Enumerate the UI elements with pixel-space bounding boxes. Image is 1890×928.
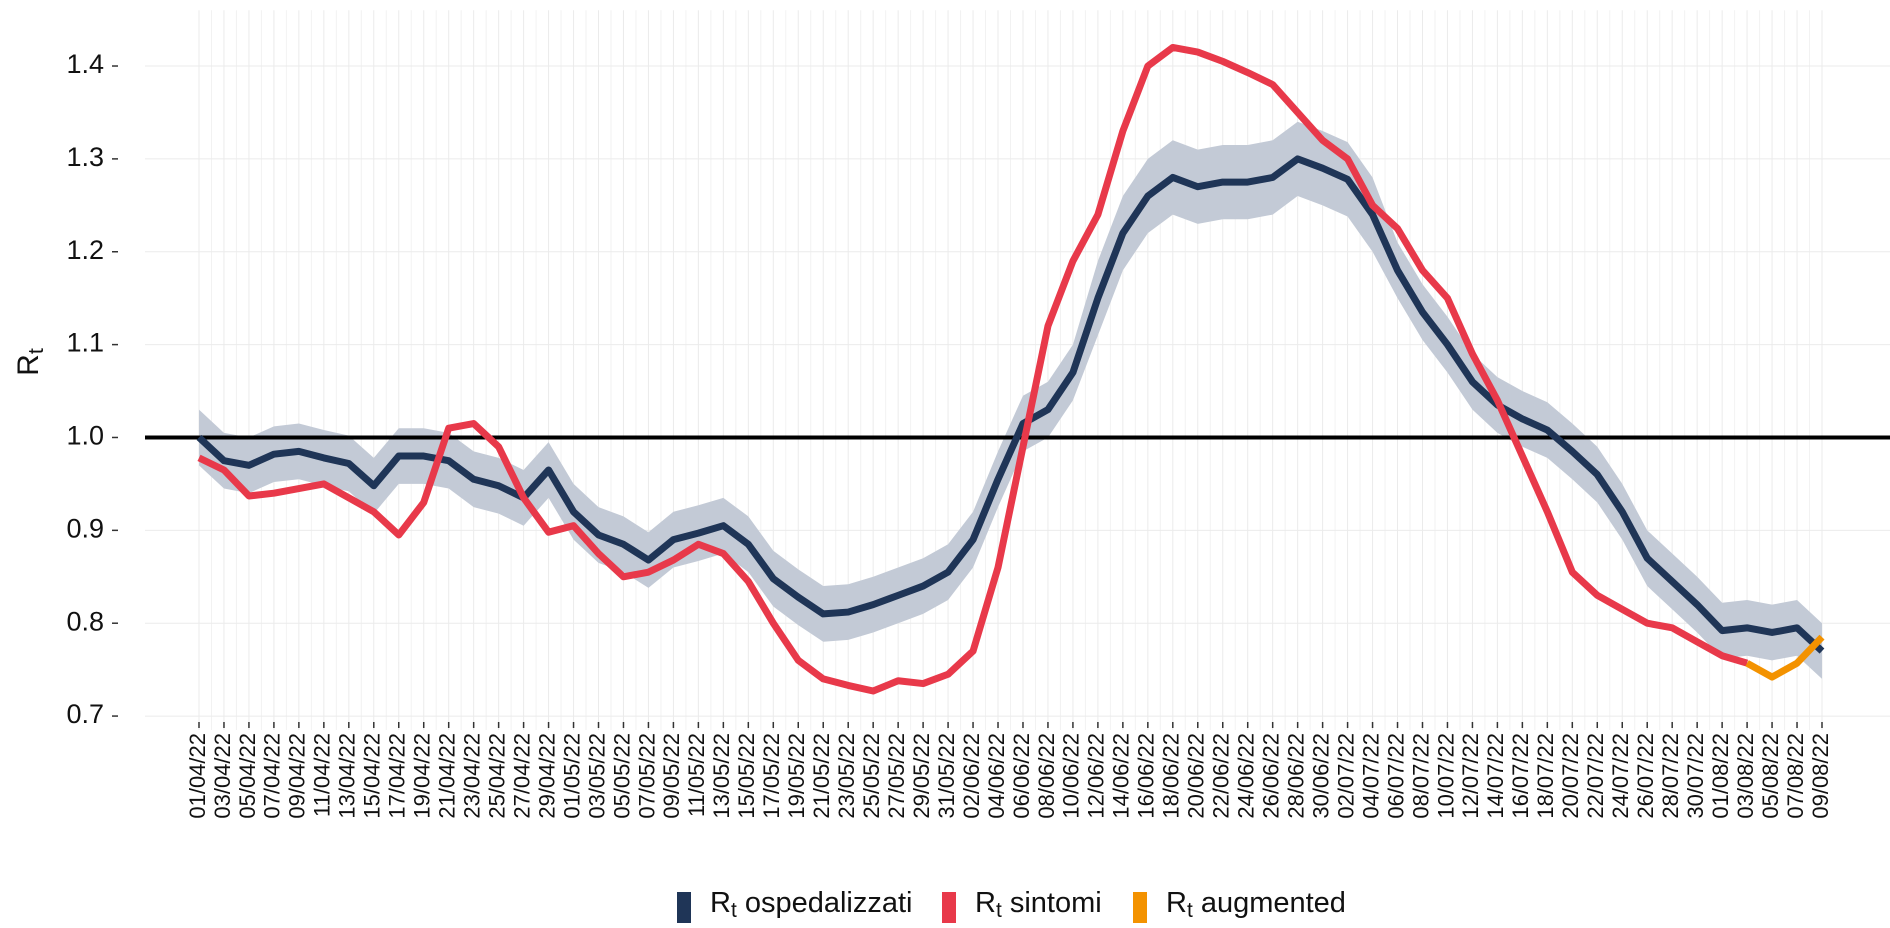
x-tick-label: 19/05/22 bbox=[784, 733, 809, 819]
x-tick-label: 09/04/22 bbox=[285, 733, 310, 819]
x-tick-label: 06/06/22 bbox=[1009, 733, 1034, 819]
x-tick-label: 10/07/22 bbox=[1433, 733, 1458, 819]
x-tick-label: 23/04/22 bbox=[459, 733, 484, 819]
y-tick-label: 0.8 bbox=[66, 606, 104, 636]
x-tick-label: 03/05/22 bbox=[584, 733, 609, 819]
x-tick-label: 11/05/22 bbox=[684, 733, 709, 817]
y-tick-label: 1.2 bbox=[66, 235, 104, 265]
y-tick-label: 1.3 bbox=[66, 142, 104, 172]
x-tick-label: 19/04/22 bbox=[410, 733, 435, 819]
x-tick-label: 14/07/22 bbox=[1483, 733, 1508, 819]
x-tick-label: 29/05/22 bbox=[909, 733, 934, 819]
x-tick-label: 16/07/22 bbox=[1508, 733, 1533, 819]
x-tick-label: 18/07/22 bbox=[1533, 733, 1558, 819]
y-tick-label: 1.4 bbox=[66, 49, 104, 79]
x-tick-label: 13/04/22 bbox=[335, 733, 360, 819]
series-line bbox=[1745, 634, 1825, 681]
x-tick-label: 21/04/22 bbox=[435, 733, 460, 819]
x-tick-label: 27/04/22 bbox=[509, 733, 534, 819]
x-tick-label: 31/05/22 bbox=[934, 733, 959, 819]
x-tick-label: 11/04/22 bbox=[310, 733, 335, 817]
x-tick-label: 03/08/22 bbox=[1733, 733, 1758, 819]
x-tick-label: 08/07/22 bbox=[1408, 733, 1433, 819]
x-tick-label: 22/07/22 bbox=[1583, 733, 1608, 819]
x-tick-label: 07/05/22 bbox=[634, 733, 659, 819]
x-tick-label: 07/04/22 bbox=[260, 733, 285, 819]
x-tick-label: 29/04/22 bbox=[534, 733, 559, 819]
x-tick-label: 02/07/22 bbox=[1333, 733, 1358, 819]
x-tick-label: 04/06/22 bbox=[984, 733, 1009, 819]
x-tick-label: 09/05/22 bbox=[659, 733, 684, 819]
x-tick-label: 28/07/22 bbox=[1658, 733, 1683, 819]
x-tick-label: 25/04/22 bbox=[484, 733, 509, 819]
x-tick-label: 28/06/22 bbox=[1283, 733, 1308, 819]
x-tick-label: 12/06/22 bbox=[1084, 733, 1109, 819]
y-axis-label: Rt bbox=[12, 348, 48, 376]
x-tick-label: 05/08/22 bbox=[1758, 733, 1783, 819]
x-tick-label: 14/06/22 bbox=[1109, 733, 1134, 819]
x-tick-label: 18/06/22 bbox=[1159, 733, 1184, 819]
x-tick-label: 17/05/22 bbox=[759, 733, 784, 819]
x-tick-label: 20/07/22 bbox=[1558, 733, 1583, 819]
legend-label: Rt ospedalizzati bbox=[710, 887, 912, 922]
x-tick-label: 25/05/22 bbox=[859, 733, 884, 819]
legend-item: Rt sintomi bbox=[942, 887, 1102, 923]
x-tick-label: 15/04/22 bbox=[360, 733, 385, 819]
legend-swatch bbox=[1133, 892, 1147, 923]
y-tick-label: 0.7 bbox=[66, 699, 104, 729]
x-tick-label: 01/05/22 bbox=[559, 733, 584, 819]
x-tick-label: 01/08/22 bbox=[1708, 733, 1733, 819]
y-tick-label: 1.1 bbox=[66, 328, 104, 358]
legend-label: Rt sintomi bbox=[975, 887, 1102, 922]
x-tick-label: 01/04/22 bbox=[185, 733, 210, 819]
x-tick-label: 06/07/22 bbox=[1383, 733, 1408, 819]
x-tick-label: 03/04/22 bbox=[210, 733, 235, 819]
x-tick-label: 30/07/22 bbox=[1683, 733, 1708, 819]
x-tick-label: 13/05/22 bbox=[709, 733, 734, 819]
legend-label: Rt augmented bbox=[1166, 887, 1346, 922]
legend-item: Rt ospedalizzati bbox=[677, 887, 912, 923]
legend-item: Rt augmented bbox=[1133, 887, 1346, 923]
x-tick-label: 24/06/22 bbox=[1234, 733, 1259, 819]
x-tick-label: 21/05/22 bbox=[809, 733, 834, 819]
x-tick-label: 10/06/22 bbox=[1059, 733, 1084, 819]
y-tick-label: 0.9 bbox=[66, 513, 104, 543]
x-tick-label: 20/06/22 bbox=[1184, 733, 1209, 819]
x-tick-label: 08/06/22 bbox=[1034, 733, 1059, 819]
x-tick-label: 26/06/22 bbox=[1258, 733, 1283, 819]
x-tick-label: 05/04/22 bbox=[235, 733, 260, 819]
x-tick-label: 02/06/22 bbox=[959, 733, 984, 819]
x-tick-label: 26/07/22 bbox=[1633, 733, 1658, 819]
x-tick-label: 04/07/22 bbox=[1358, 733, 1383, 819]
legend-swatch bbox=[942, 892, 956, 923]
x-tick-label: 24/07/22 bbox=[1608, 733, 1633, 819]
x-tick-label: 09/08/22 bbox=[1808, 733, 1833, 819]
series-line bbox=[197, 43, 1749, 695]
x-tick-label: 05/05/22 bbox=[609, 733, 634, 819]
x-tick-label: 15/05/22 bbox=[734, 733, 759, 819]
x-tick-label: 07/08/22 bbox=[1783, 733, 1808, 819]
series-line bbox=[196, 155, 1825, 654]
x-tick-label: 22/06/22 bbox=[1209, 733, 1234, 819]
x-tick-label: 23/05/22 bbox=[834, 733, 859, 819]
x-tick-label: 17/04/22 bbox=[385, 733, 410, 819]
x-tick-label: 12/07/22 bbox=[1458, 733, 1483, 819]
x-tick-label: 27/05/22 bbox=[884, 733, 909, 819]
y-tick-label: 1.0 bbox=[66, 421, 104, 451]
x-tick-label: 30/06/22 bbox=[1308, 733, 1333, 819]
legend-swatch bbox=[677, 892, 691, 923]
x-tick-label: 16/06/22 bbox=[1134, 733, 1159, 819]
